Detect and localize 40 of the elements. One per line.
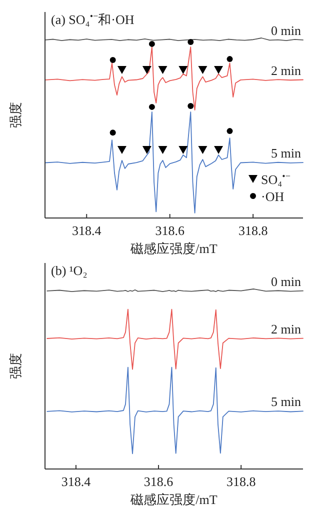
point	[214, 66, 224, 74]
x-tick-label: 318.4	[72, 223, 102, 238]
series-label: 2 min	[271, 321, 302, 336]
y-axis-title: 强度	[8, 353, 23, 379]
x-tick-label: 318.6	[155, 223, 185, 238]
point	[142, 146, 152, 154]
y-axis-title: 强度	[8, 102, 23, 128]
legend-label: SO₄$^{•−}$	[261, 171, 290, 187]
point	[178, 66, 188, 74]
chart-title: (b) ¹O₂	[51, 263, 88, 278]
point	[188, 38, 194, 45]
point	[214, 146, 224, 154]
point	[188, 103, 194, 110]
point	[142, 66, 152, 74]
series-label: 2 min	[271, 62, 302, 78]
x-tick-label: 318.8	[238, 223, 268, 238]
series-label: 0 min	[271, 22, 302, 38]
point	[148, 104, 155, 110]
point	[198, 66, 208, 74]
point	[110, 56, 116, 63]
point	[110, 130, 116, 136]
point	[117, 66, 126, 74]
x-tick-label: 318.4	[61, 474, 92, 489]
series-label: 0 min	[271, 274, 302, 289]
point	[158, 146, 168, 154]
x-tick-label: 318.8	[226, 474, 256, 489]
point	[226, 56, 233, 62]
series-label: 5 min	[271, 394, 302, 410]
point	[148, 40, 155, 47]
x-axis-title: 磁感应强度/mT	[130, 492, 218, 507]
legend-label: ·OH	[261, 189, 284, 204]
series-label: 5 min	[271, 146, 302, 161]
point	[198, 146, 208, 154]
point	[158, 66, 168, 74]
x-tick-label: 318.6	[144, 474, 174, 489]
point	[117, 146, 126, 154]
point	[226, 128, 233, 134]
chart-title: (a) SO₄$^{•−}$和·OH	[51, 11, 134, 27]
point	[178, 146, 188, 154]
x-axis-title: 磁感应强度/mT	[130, 241, 218, 256]
